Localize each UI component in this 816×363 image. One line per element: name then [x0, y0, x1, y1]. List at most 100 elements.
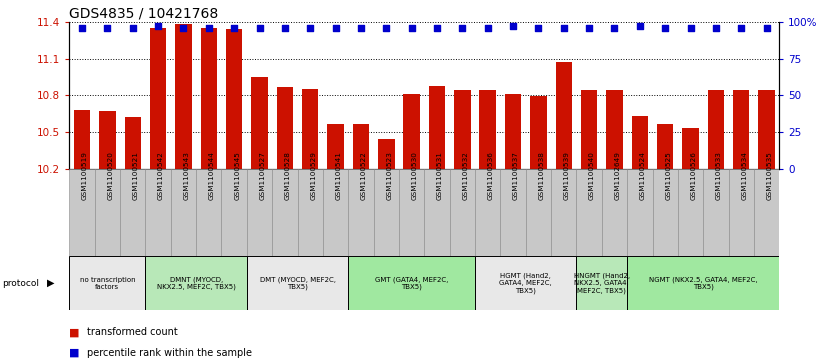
FancyBboxPatch shape	[196, 169, 221, 256]
FancyBboxPatch shape	[653, 169, 678, 256]
Point	[431, 25, 444, 30]
Point	[633, 23, 646, 29]
Point	[177, 25, 190, 30]
Bar	[251, 77, 268, 169]
Text: GSM1100521: GSM1100521	[133, 151, 139, 200]
Text: protocol: protocol	[2, 279, 38, 287]
Text: ▶: ▶	[47, 278, 55, 288]
Text: GSM1100522: GSM1100522	[361, 151, 367, 200]
Bar	[682, 128, 698, 169]
Point	[456, 25, 469, 30]
Text: GSM1100534: GSM1100534	[741, 151, 747, 200]
Bar	[226, 29, 242, 169]
FancyBboxPatch shape	[298, 169, 323, 256]
Point	[202, 25, 215, 30]
FancyBboxPatch shape	[576, 256, 628, 310]
Text: ■: ■	[69, 327, 80, 337]
Bar	[327, 124, 344, 169]
Text: GSM1100527: GSM1100527	[259, 151, 265, 200]
Bar	[302, 89, 318, 169]
Text: GSM1100524: GSM1100524	[640, 151, 645, 200]
Bar	[428, 86, 446, 169]
Text: GSM1100519: GSM1100519	[82, 151, 88, 200]
Bar	[606, 90, 623, 169]
FancyBboxPatch shape	[95, 169, 120, 256]
Text: DMNT (MYOCD,
NKX2.5, MEF2C, TBX5): DMNT (MYOCD, NKX2.5, MEF2C, TBX5)	[157, 276, 236, 290]
Point	[709, 25, 722, 30]
FancyBboxPatch shape	[145, 169, 171, 256]
Text: GSM1100543: GSM1100543	[184, 151, 189, 200]
FancyBboxPatch shape	[576, 169, 601, 256]
Bar	[581, 90, 597, 169]
Bar	[73, 110, 91, 169]
Point	[684, 25, 697, 30]
Text: GSM1100532: GSM1100532	[463, 151, 468, 200]
Bar	[530, 96, 547, 169]
Bar	[403, 94, 420, 169]
Text: ■: ■	[69, 348, 80, 358]
FancyBboxPatch shape	[246, 169, 273, 256]
Point	[481, 25, 494, 30]
Text: GSM1100526: GSM1100526	[690, 151, 697, 200]
Bar	[733, 90, 749, 169]
Text: GSM1100545: GSM1100545	[234, 151, 240, 200]
FancyBboxPatch shape	[399, 169, 424, 256]
FancyBboxPatch shape	[323, 169, 348, 256]
Text: GSM1100540: GSM1100540	[589, 151, 595, 200]
Point	[76, 25, 89, 30]
Bar	[657, 124, 673, 169]
Text: GSM1100533: GSM1100533	[716, 151, 722, 200]
Text: DMT (MYOCD, MEF2C,
TBX5): DMT (MYOCD, MEF2C, TBX5)	[259, 276, 335, 290]
Text: GSM1100538: GSM1100538	[539, 151, 544, 200]
Text: GSM1100537: GSM1100537	[513, 151, 519, 200]
Point	[101, 25, 114, 30]
Point	[379, 25, 392, 30]
Text: percentile rank within the sample: percentile rank within the sample	[87, 348, 252, 358]
Point	[126, 25, 140, 30]
Bar	[125, 117, 141, 169]
Text: GSM1100529: GSM1100529	[310, 151, 317, 200]
Bar	[150, 28, 166, 169]
Text: GSM1100528: GSM1100528	[285, 151, 290, 200]
FancyBboxPatch shape	[754, 169, 779, 256]
Text: GSM1100544: GSM1100544	[209, 151, 215, 200]
Bar	[707, 90, 724, 169]
FancyBboxPatch shape	[703, 169, 729, 256]
FancyBboxPatch shape	[450, 169, 475, 256]
FancyBboxPatch shape	[500, 169, 526, 256]
FancyBboxPatch shape	[628, 169, 653, 256]
Point	[304, 25, 317, 30]
Text: GDS4835 / 10421768: GDS4835 / 10421768	[69, 7, 219, 21]
Point	[329, 25, 342, 30]
FancyBboxPatch shape	[551, 169, 576, 256]
Point	[659, 25, 672, 30]
FancyBboxPatch shape	[475, 169, 500, 256]
Text: HNGMT (Hand2,
NKX2.5, GATA4,
MEF2C, TBX5): HNGMT (Hand2, NKX2.5, GATA4, MEF2C, TBX5…	[574, 273, 630, 294]
Point	[152, 23, 165, 29]
FancyBboxPatch shape	[69, 169, 95, 256]
Text: GSM1100530: GSM1100530	[411, 151, 418, 200]
FancyBboxPatch shape	[526, 169, 551, 256]
Bar	[556, 62, 572, 169]
Point	[278, 25, 291, 30]
Point	[583, 25, 596, 30]
Bar	[455, 90, 471, 169]
Bar	[505, 94, 521, 169]
Point	[557, 25, 570, 30]
Text: GSM1100541: GSM1100541	[335, 151, 342, 200]
FancyBboxPatch shape	[348, 256, 475, 310]
Point	[405, 25, 418, 30]
Text: GSM1100539: GSM1100539	[564, 151, 570, 200]
Point	[354, 25, 367, 30]
Bar	[632, 115, 648, 169]
Point	[608, 25, 621, 30]
FancyBboxPatch shape	[348, 169, 374, 256]
FancyBboxPatch shape	[69, 256, 145, 310]
Text: GSM1100536: GSM1100536	[488, 151, 494, 200]
FancyBboxPatch shape	[678, 169, 703, 256]
Point	[734, 25, 747, 30]
FancyBboxPatch shape	[171, 169, 196, 256]
Point	[253, 25, 266, 30]
FancyBboxPatch shape	[424, 169, 450, 256]
Text: transformed count: transformed count	[87, 327, 178, 337]
